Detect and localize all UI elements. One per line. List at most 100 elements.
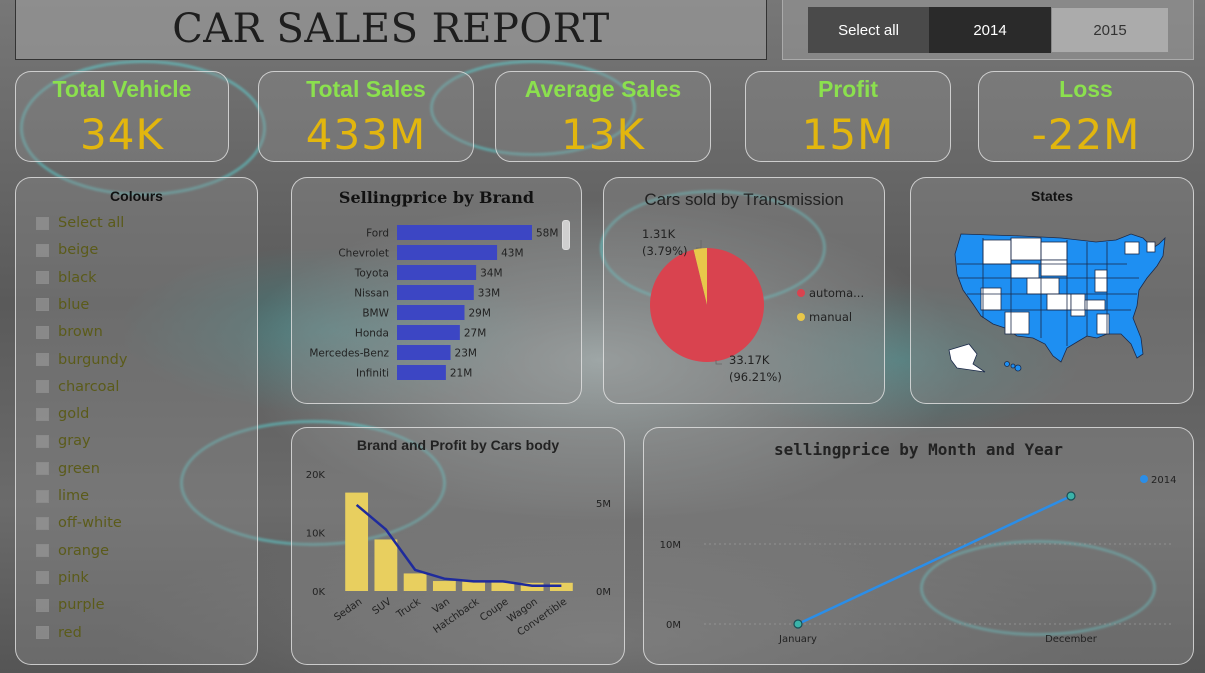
colour-option[interactable]: brown <box>36 322 103 342</box>
state-empty <box>1096 313 1110 335</box>
checkbox[interactable] <box>36 434 49 448</box>
body-bar[interactable] <box>432 581 456 591</box>
colour-option-label: black <box>58 269 97 286</box>
series-line-2014[interactable] <box>797 494 1072 626</box>
state-empty <box>1146 241 1156 253</box>
kpi-label: Average Sales <box>524 76 682 102</box>
kpi-label: Total Vehicle <box>52 76 192 102</box>
body-category-label: Coupe <box>478 596 510 623</box>
month-chart-title: sellingprice by Month and Year <box>774 440 1063 459</box>
brand-category-label: Mercedes-Benz <box>309 348 389 360</box>
brand-bar[interactable] <box>397 285 474 300</box>
legend-label[interactable]: manual <box>809 310 852 324</box>
colour-option[interactable]: black <box>36 268 97 288</box>
body-bar[interactable] <box>345 492 369 591</box>
colour-option[interactable]: orange <box>36 541 109 561</box>
hawaii-shape <box>1014 364 1022 372</box>
brand-chart-scrollbar[interactable] <box>562 220 570 250</box>
y-right-tick-label: 5M <box>596 499 611 510</box>
colour-option[interactable]: off-white <box>36 513 122 533</box>
data-point[interactable] <box>793 619 803 629</box>
colour-option[interactable]: charcoal <box>36 377 119 397</box>
year-2014-button[interactable]: 2014 <box>929 7 1051 53</box>
brand-bar-chart: Ford 58M Chevrolet 43M Toyota 34M Nissan 33M BMW… <box>309 225 558 380</box>
checkbox[interactable] <box>36 407 49 421</box>
states-map-title: States <box>1030 188 1074 204</box>
colours-slicer-title: Colours <box>110 188 163 204</box>
brand-bar[interactable] <box>397 305 465 320</box>
colour-option[interactable]: green <box>36 459 100 479</box>
transmission-chart-panel: Cars sold by Transmission 1.31K (3.79%) 33… <box>603 177 885 404</box>
checkbox[interactable] <box>36 598 49 612</box>
profit-line[interactable] <box>355 503 562 587</box>
body-bar[interactable] <box>403 573 427 591</box>
state-empty <box>980 287 1002 311</box>
state-empty <box>1040 259 1068 277</box>
body-bar[interactable] <box>374 539 398 591</box>
checkbox[interactable] <box>36 380 49 394</box>
colour-option[interactable]: gold <box>36 404 89 424</box>
y-left-tick-label: 20K <box>306 470 326 481</box>
colour-option-label: charcoal <box>58 378 120 395</box>
legend-marker <box>1140 475 1148 483</box>
colour-option[interactable]: pink <box>36 568 89 588</box>
checkbox[interactable] <box>36 216 49 230</box>
checkbox[interactable] <box>36 462 49 476</box>
body-bar[interactable] <box>462 581 486 591</box>
brand-bar[interactable] <box>397 245 498 260</box>
checkbox[interactable] <box>36 516 49 530</box>
month-chart-panel: sellingprice by Month and Year 0M 10M Janu… <box>643 427 1194 665</box>
alaska-shape <box>948 343 986 373</box>
checkbox[interactable] <box>36 243 49 257</box>
checkbox[interactable] <box>36 626 49 639</box>
pie-slice[interactable] <box>650 248 764 362</box>
kpi-average-sales: Average Sales 13K <box>495 71 711 162</box>
colour-option[interactable]: red <box>36 623 82 643</box>
colour-option-label: beige <box>58 242 99 259</box>
brand-bar[interactable] <box>397 225 532 240</box>
legend-marker <box>797 289 805 297</box>
brand-category-label: Honda <box>355 328 389 340</box>
checkbox[interactable] <box>36 571 49 585</box>
colour-option[interactable]: blue <box>36 295 89 315</box>
brand-bar[interactable] <box>397 345 451 360</box>
pie-label-value: 33.17K <box>729 353 770 367</box>
state-empty <box>1124 241 1140 255</box>
brand-bar[interactable] <box>397 365 446 380</box>
kpi-loss: Loss -22M <box>978 71 1194 162</box>
checkbox[interactable] <box>36 544 49 558</box>
checkbox[interactable] <box>36 353 49 366</box>
y-left-tick-label: 10K <box>306 528 326 539</box>
colour-option[interactable]: burgundy <box>36 350 127 370</box>
colour-option[interactable]: beige <box>36 240 98 260</box>
pie-label-value: 1.31K <box>642 227 676 241</box>
year-2015-button[interactable]: 2015 <box>1051 7 1169 53</box>
brand-bar[interactable] <box>397 265 477 280</box>
pie-leader-line <box>696 240 702 249</box>
body-bar[interactable] <box>491 582 515 591</box>
kpi-total-sales: Total Sales 433M <box>258 71 474 162</box>
colour-option[interactable]: purple <box>36 595 105 615</box>
colour-option-label: purple <box>58 597 105 614</box>
data-point[interactable] <box>1066 491 1076 501</box>
checkbox[interactable] <box>36 325 49 339</box>
pie-slice[interactable] <box>693 248 707 305</box>
brand-bar[interactable] <box>397 325 460 340</box>
brand-category-label: Nissan <box>354 288 389 300</box>
legend-label[interactable]: 2014 <box>1151 475 1176 486</box>
legend-label[interactable]: automa... <box>809 286 864 300</box>
colour-option[interactable]: gray <box>36 431 91 451</box>
checkbox[interactable] <box>36 271 49 285</box>
colour-option-label: Select all <box>58 215 125 231</box>
brand-data-label: 23M <box>455 348 477 360</box>
checkbox[interactable] <box>36 489 49 503</box>
pie-label-pct: (3.79%) <box>642 244 688 258</box>
kpi-value: 13K <box>561 110 645 159</box>
us-states-map[interactable] <box>911 178 1195 405</box>
colour-option[interactable]: Select all <box>36 213 124 233</box>
brand-category-label: Infiniti <box>356 368 389 380</box>
checkbox[interactable] <box>36 298 49 312</box>
colour-option[interactable]: lime <box>36 486 89 506</box>
select-all-years-button[interactable]: Select all <box>808 7 929 53</box>
